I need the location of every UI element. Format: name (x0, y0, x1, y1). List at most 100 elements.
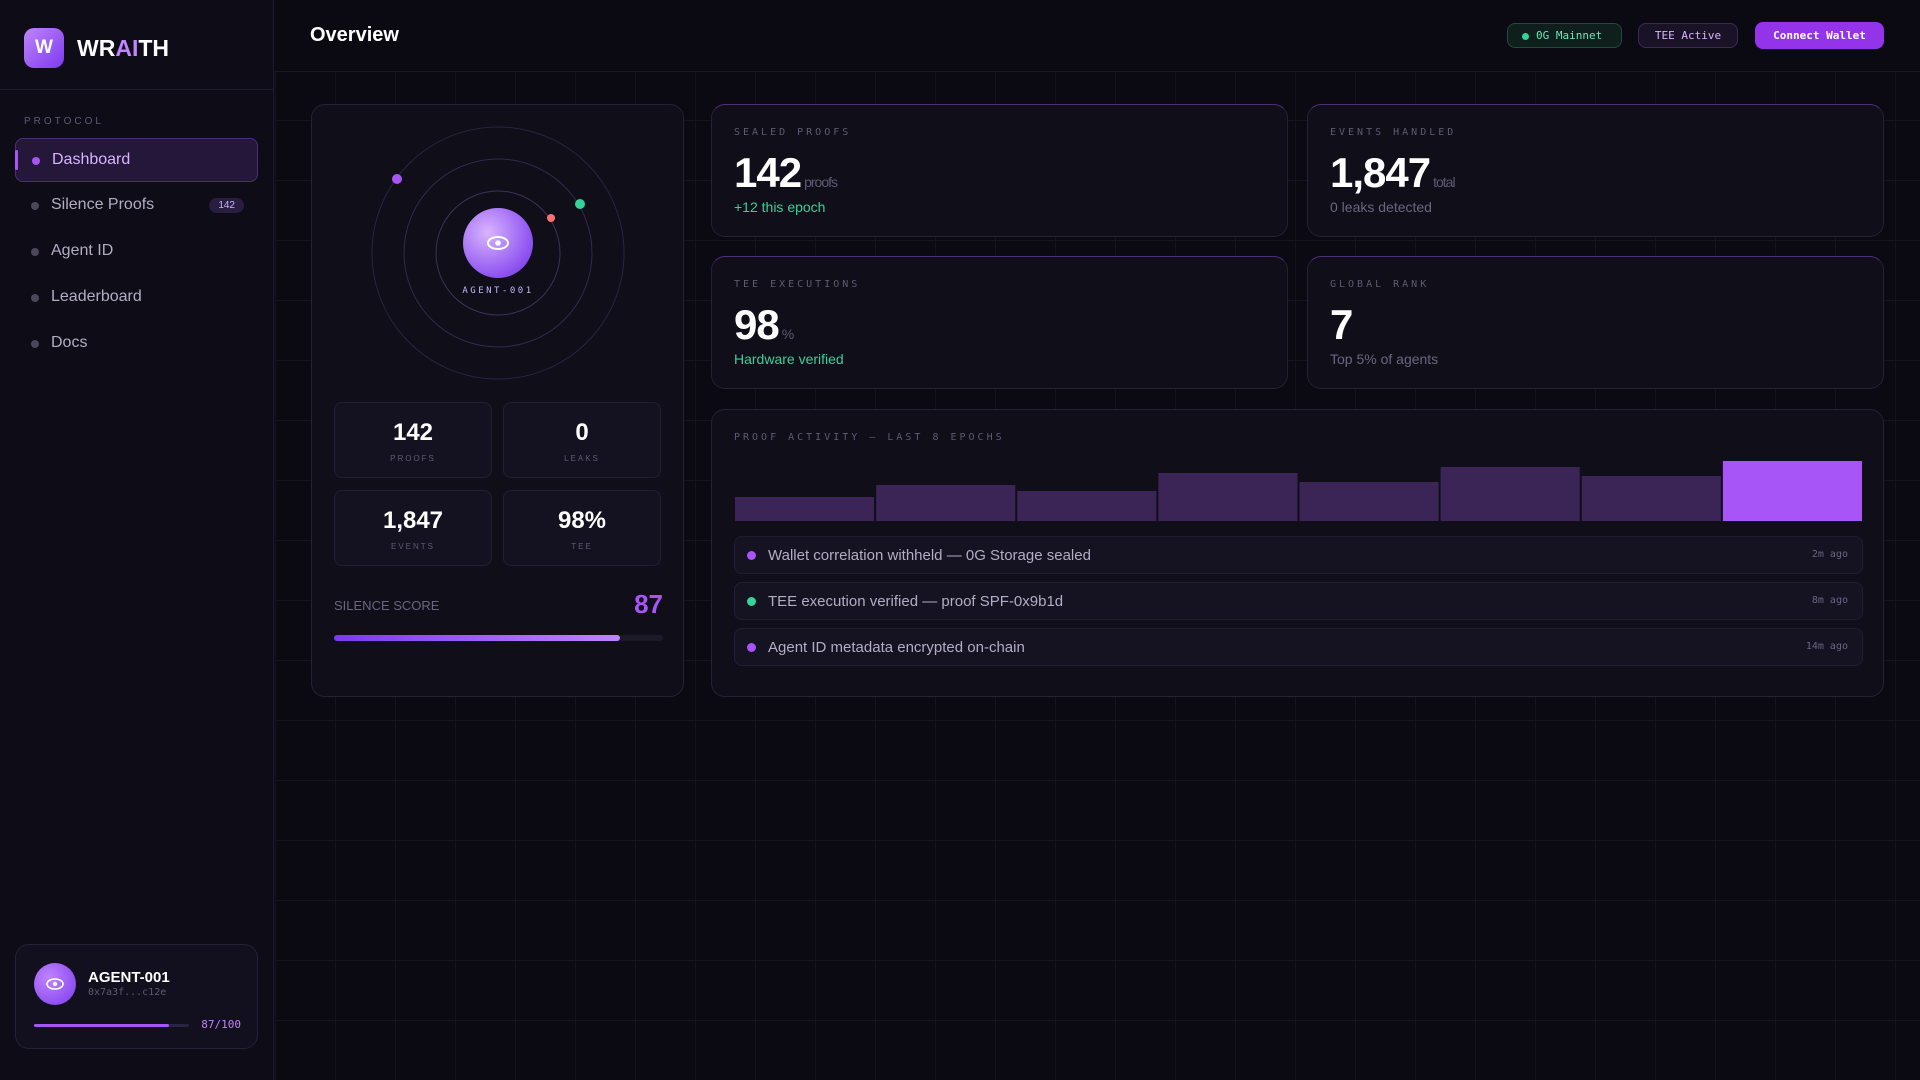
event-dot (747, 551, 756, 560)
event-text: Agent ID metadata encrypted on-chain (768, 639, 1025, 656)
connect-button[interactable]: Connect Wallet (1755, 22, 1884, 49)
nav-item[interactable]: Silence Proofs 142 (15, 184, 258, 228)
activity-bar (735, 497, 875, 521)
nav-item[interactable]: Leaderboard (15, 276, 258, 320)
card-note: Top 5% of agents (1330, 351, 1439, 367)
activity-bar (876, 485, 1016, 521)
agent-panel: AGENT-001 SILENCE SCORE 87 142 PROOFS 0 LEA… (311, 104, 684, 697)
card-value-line: 1,847 total (1330, 149, 1456, 197)
brand-bar (0, 0, 274, 90)
score-track (334, 635, 663, 641)
core-label: AGENT-001 (462, 286, 533, 296)
stat-caption: PROOFS (390, 454, 436, 463)
nav-item[interactable]: Dashboard (15, 138, 258, 182)
orbit: AGENT-001 (371, 126, 625, 380)
card-value-line: 98% (734, 301, 794, 349)
active-indicator (15, 150, 18, 170)
nav-label: Docs (51, 334, 88, 351)
sidebar: W WRAITH PROTOCOL AGENT-001 0x7a3f...c12… (0, 0, 274, 1080)
stat-value: 1,847 (382, 507, 444, 534)
card-label: GLOBAL RANK (1330, 279, 1430, 290)
nav-label: Silence Proofs (51, 196, 155, 213)
event-row[interactable]: Agent ID metadata encrypted on-chain 14m … (734, 628, 1863, 666)
nav-dot (31, 340, 39, 348)
stat-box: 1,847 EVENTS (334, 490, 492, 566)
event-time: 14m ago (1805, 641, 1848, 652)
brand-name: WRAITH (77, 35, 169, 62)
silence-score-label: SILENCE SCORE (334, 598, 440, 613)
card-label: EVENTS HANDLED (1330, 127, 1457, 138)
stat-caption: EVENTS (390, 542, 435, 551)
activity-bar (1440, 467, 1580, 521)
eye-pupil (495, 240, 501, 246)
card-unit: total (1433, 174, 1455, 190)
agent-address: 0x7a3f...c12e (88, 987, 167, 998)
card-label: SEALED PROOFS (734, 127, 852, 138)
card-value: 142 (734, 149, 802, 196)
orbit-dot (575, 199, 585, 209)
nav-label: Dashboard (52, 151, 131, 168)
nav-item[interactable]: Agent ID (15, 230, 258, 274)
logo[interactable]: W (24, 28, 64, 68)
orbit-ring (403, 158, 593, 348)
silence-score: 87 (634, 589, 663, 619)
event-row[interactable]: TEE execution verified — proof SPF-0x9b1… (734, 582, 1863, 620)
nav-label: Agent ID (51, 242, 114, 259)
event-dot (747, 643, 756, 652)
activity-bar (1722, 461, 1862, 521)
nav-dot (31, 248, 39, 256)
eye-icon (46, 978, 64, 990)
orbit-ring (435, 190, 561, 316)
network-label: 0G Mainnet (1536, 29, 1603, 42)
nav-badge: 142 (209, 198, 244, 213)
status-dot (1522, 33, 1529, 40)
card-unit: % (781, 326, 794, 342)
card-label: TEE EXECUTIONS (734, 279, 861, 290)
activity-bar (1299, 482, 1439, 521)
event-row[interactable]: Wallet correlation withheld — 0G Storage… (734, 536, 1863, 574)
card-value-line: 142 proofs (734, 149, 838, 197)
nav-section: PROTOCOL (24, 116, 104, 127)
event-dot (747, 597, 756, 606)
agent-name: AGENT-001 (88, 969, 170, 986)
event-time: 2m ago (1811, 549, 1848, 560)
stat-card: SEALED PROOFS 142 proofs +12 this epoch (711, 104, 1288, 237)
event-time: 8m ago (1811, 595, 1848, 606)
orbit-dot (392, 174, 402, 184)
nav-item[interactable]: Docs (15, 322, 258, 366)
orbit-dot (547, 214, 555, 222)
score-track (34, 1024, 189, 1027)
card-note: 0 leaks detected (1330, 199, 1432, 215)
card-value: 1,847 (1330, 149, 1431, 196)
stat-card: TEE EXECUTIONS 98% Hardware verified (711, 256, 1288, 389)
brand-part: WR (77, 35, 116, 61)
event-text: Wallet correlation withheld — 0G Storage… (768, 547, 1091, 564)
activity-bar (1158, 473, 1298, 521)
card-value-line: 7 (1330, 301, 1353, 349)
stat-box: 0 LEAKS (503, 402, 661, 478)
agent-avatar (34, 963, 76, 1005)
score-label: 87/100 (201, 1018, 241, 1031)
activity-bar (1581, 476, 1721, 521)
activity-panel: PROOF ACTIVITY — LAST 8 EPOCHS Wallet co… (711, 409, 1884, 697)
agent-card[interactable]: AGENT-001 0x7a3f...c12e 87/100 (15, 944, 258, 1049)
stat-caption: TEE (571, 542, 593, 551)
stat-caption: LEAKS (564, 454, 600, 463)
card-note: Hardware verified (734, 351, 844, 367)
stat-box: 142 PROOFS (334, 402, 492, 478)
main: Overview 0G Mainnet TEE Active Connect W… (275, 0, 1920, 1080)
stat-card: EVENTS HANDLED 1,847 total 0 leaks detected (1307, 104, 1884, 237)
nav-label: Leaderboard (51, 288, 142, 305)
page-title: Overview (310, 24, 399, 46)
activity-chart (735, 461, 1862, 521)
card-unit: proofs (804, 174, 838, 190)
nav-dot (32, 157, 40, 165)
network-pill[interactable]: 0G Mainnet (1507, 23, 1622, 48)
score-bar (34, 1024, 169, 1027)
nav-dot (31, 294, 39, 302)
tee-pill[interactable]: TEE Active (1638, 23, 1738, 48)
score-bar (334, 635, 621, 641)
eye-icon (487, 236, 509, 250)
orbit-ring (371, 126, 625, 380)
card-value: 7 (1330, 301, 1353, 348)
